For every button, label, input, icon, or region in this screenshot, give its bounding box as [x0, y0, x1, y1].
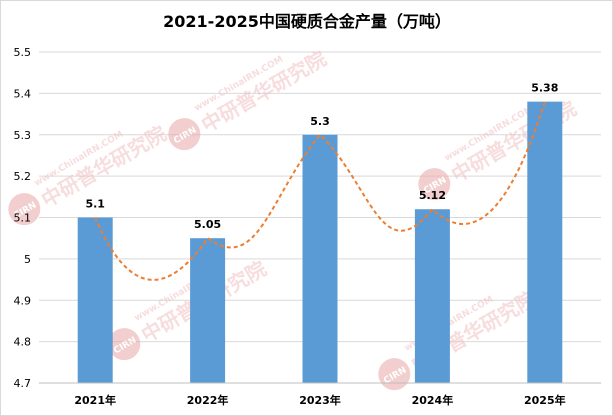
data-label: 5.12: [419, 189, 446, 202]
x-tick-label: 2024年: [412, 393, 454, 407]
axes: 4.7 4.8 4.9 5 5.1 5.2 5.3 5.4 5.5 2021年 2022年 2023年…: [14, 46, 601, 407]
watermark-badge: [418, 168, 451, 201]
y-tick-label: 5.2: [14, 170, 32, 183]
watermark-badge: [108, 328, 141, 361]
x-tick-label: 2023年: [299, 393, 341, 407]
y-tick-label: 5: [24, 253, 31, 266]
bar: [77, 217, 113, 383]
y-tick-label: 5.1: [14, 212, 32, 225]
watermark-badge: [378, 358, 411, 391]
bar: [190, 238, 226, 383]
bars: [77, 101, 563, 384]
x-tick-label: 2025年: [524, 393, 566, 407]
y-tick-label: 4.7: [14, 377, 32, 390]
y-tick-label: 5.4: [14, 87, 32, 100]
y-tick-label: 4.8: [14, 336, 32, 349]
y-tick-label: 4.9: [14, 294, 32, 307]
bar: [527, 101, 563, 384]
x-tick-label: 2021年: [74, 393, 116, 407]
bar: [302, 134, 338, 383]
watermark-badge: [168, 118, 201, 151]
data-label: 5.05: [194, 218, 221, 231]
watermark-badge: [8, 193, 41, 226]
data-label: 5.1: [85, 198, 105, 211]
x-tick-label: 2022年: [187, 393, 229, 407]
data-label: 5.3: [310, 115, 330, 128]
y-tick-label: 5.5: [14, 46, 32, 59]
bar: [414, 209, 450, 383]
data-label: 5.38: [531, 82, 558, 95]
data-labels: 5.1 5.05 5.3 5.12 5.38: [85, 82, 558, 232]
chart-title: 2021-2025中国硬质合金产量（万吨）: [163, 12, 451, 31]
y-tick-label: 5.3: [14, 129, 32, 142]
